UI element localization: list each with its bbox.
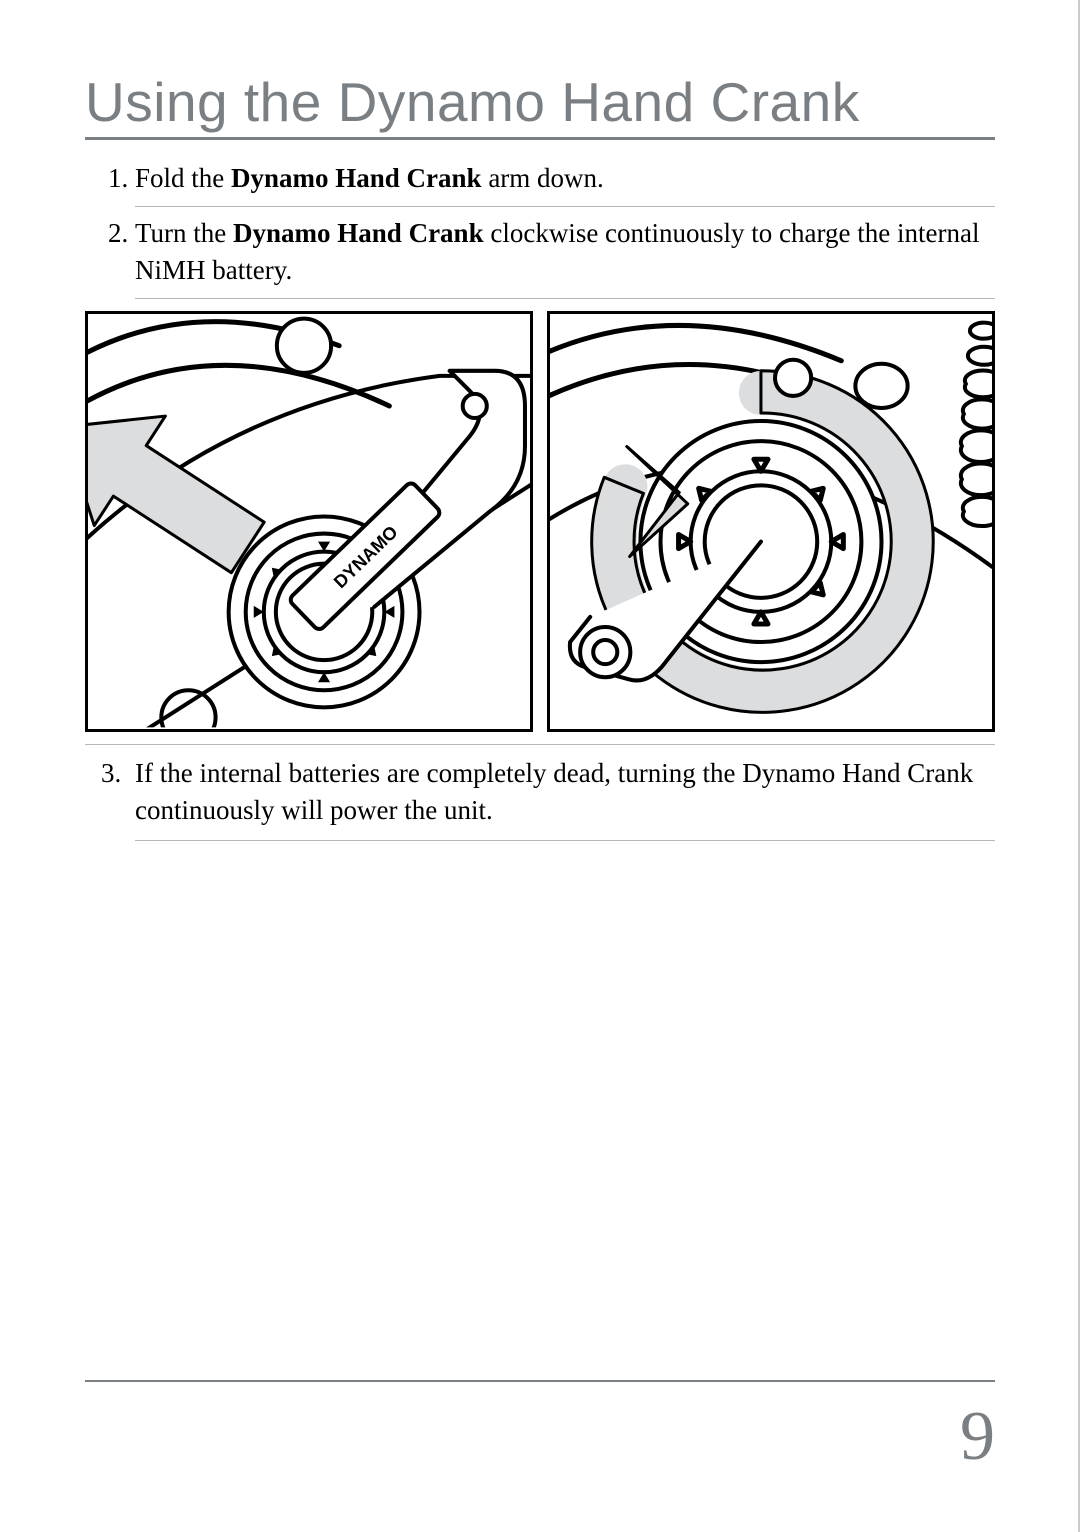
steps-list-bottom: If the internal batteries are completely… (85, 745, 995, 841)
footer-rule (85, 1380, 995, 1382)
section-title: Using the Dynamo Hand Crank (85, 70, 995, 140)
step-3: If the internal batteries are completely… (135, 745, 995, 841)
step-3-bold: Dynamo Hand Crank (742, 758, 973, 788)
step-3-pre: If the internal batteries are completely… (135, 758, 742, 788)
steps-list-top: Fold the Dynamo Hand Crank arm down. Tur… (85, 152, 995, 299)
step-3-post: continuously will power the unit. (135, 795, 493, 825)
step-1: Fold the Dynamo Hand Crank arm down. (135, 152, 995, 207)
step-2-pre: Turn the (135, 218, 233, 248)
step-1-bold: Dynamo Hand Crank (231, 163, 482, 193)
step-2-bold: Dynamo Hand Crank (233, 218, 484, 248)
figure-turn-crank-icon (547, 311, 995, 732)
step-1-post: arm down. (482, 163, 604, 193)
step-2: Turn the Dynamo Hand Crank clockwise con… (135, 207, 995, 299)
step-1-pre: Fold the (135, 163, 231, 193)
figure-fold-crank-icon: DYNAMO (85, 311, 533, 732)
figure-row: DYNAMO (85, 299, 995, 745)
page-number: 9 (960, 1397, 995, 1477)
